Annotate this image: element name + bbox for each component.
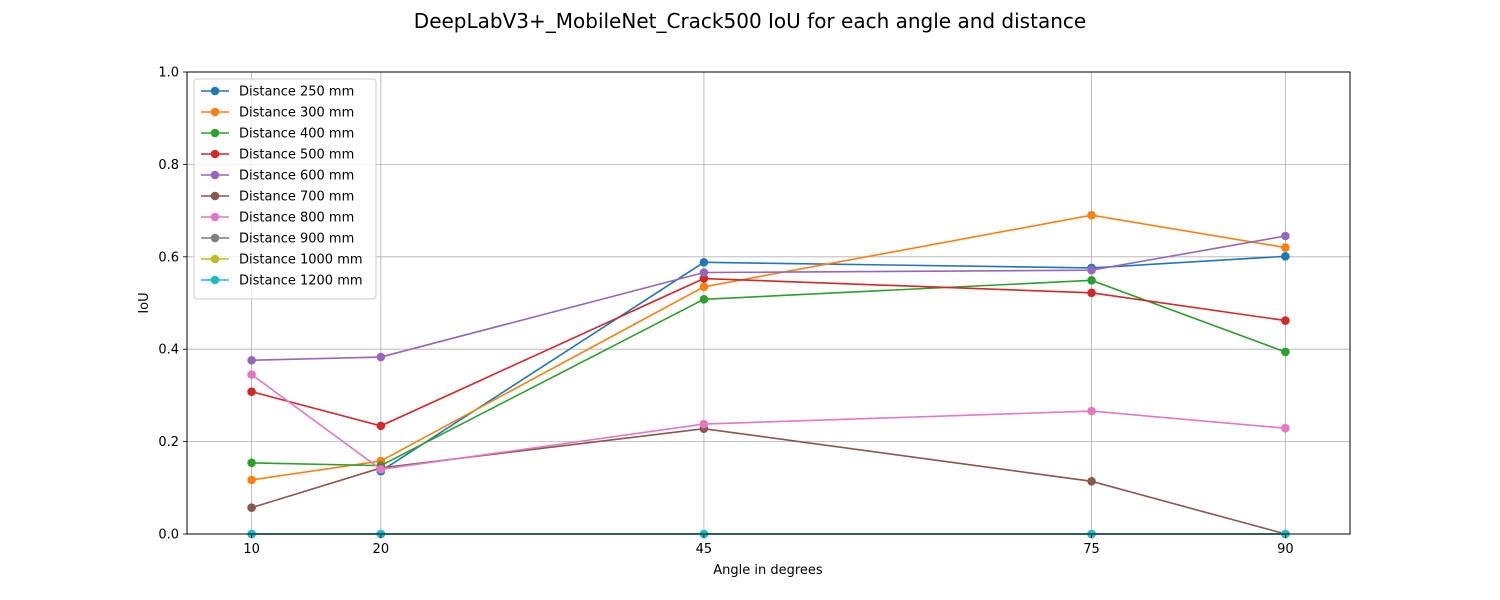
data-point xyxy=(1281,347,1290,357)
data-point xyxy=(699,282,709,292)
legend-item: Distance 700 mm xyxy=(201,190,354,205)
legend-item: Distance 1000 mm xyxy=(201,253,363,268)
x-axis-label: Angle in degrees xyxy=(713,563,823,578)
legend-item: Distance 900 mm xyxy=(201,232,354,247)
legend-label: Distance 300 mm xyxy=(239,106,354,121)
legend-marker xyxy=(210,128,220,138)
legend-item: Distance 300 mm xyxy=(201,106,354,121)
data-point xyxy=(247,458,256,468)
series-line xyxy=(251,427,1286,535)
legend-item: Distance 250 mm xyxy=(201,85,354,100)
y-tick-label: 0.8 xyxy=(158,158,179,173)
data-point xyxy=(699,274,709,283)
legend: Distance 250 mm Distance 300 mm Distance 4… xyxy=(193,78,377,300)
data-point xyxy=(1281,243,1290,252)
legend-label: Distance 500 mm xyxy=(239,148,354,163)
data-point xyxy=(1281,231,1290,241)
data-point xyxy=(1087,406,1096,416)
legend-box xyxy=(193,78,377,300)
y-tick-label: 1.0 xyxy=(158,66,179,81)
data-point xyxy=(699,258,709,267)
data-point xyxy=(247,503,256,512)
series-lines xyxy=(247,210,1290,539)
x-tick-label: 90 xyxy=(1277,542,1294,557)
x-tick-label: 20 xyxy=(373,542,390,557)
data-point xyxy=(1281,316,1290,325)
legend-item: Distance 400 mm xyxy=(201,127,354,142)
data-point xyxy=(1087,265,1096,275)
legend-item: Distance 800 mm xyxy=(201,211,354,226)
x-tick-label: 75 xyxy=(1083,542,1100,557)
legend-label: Distance 900 mm xyxy=(239,232,354,247)
series-distance-400-mm xyxy=(247,276,1290,470)
data-point xyxy=(247,355,256,365)
legend-marker xyxy=(210,107,220,117)
plot-frame xyxy=(186,71,1351,535)
data-point xyxy=(1281,252,1290,261)
legend-marker xyxy=(210,170,220,180)
data-point xyxy=(699,419,709,429)
legend-marker xyxy=(210,233,220,243)
series-distance-500-mm xyxy=(247,274,1290,431)
data-point xyxy=(1281,423,1290,433)
legend-label: Distance 800 mm xyxy=(239,211,354,226)
legend-label: Distance 1000 mm xyxy=(239,253,363,268)
legend-marker xyxy=(210,275,220,285)
legend-label: Distance 1200 mm xyxy=(239,274,363,289)
series-line xyxy=(380,255,1286,472)
legend-marker xyxy=(210,254,220,264)
y-tick-label: 0.2 xyxy=(158,435,179,450)
series-distance-800-mm xyxy=(247,370,1290,474)
data-point xyxy=(1087,288,1096,298)
legend-item: Distance 600 mm xyxy=(201,169,354,184)
data-point xyxy=(699,268,709,277)
data-point xyxy=(247,387,256,397)
y-tick-label: 0.4 xyxy=(158,343,179,358)
y-axis-label: IoU xyxy=(137,292,152,313)
legend-marker xyxy=(210,86,220,96)
x-axis-ticks: 10 20 45 75 90 xyxy=(243,534,1294,557)
data-point xyxy=(247,475,256,485)
x-tick-label: 45 xyxy=(696,542,713,557)
y-tick-label: 0.0 xyxy=(158,528,179,543)
legend-item: Distance 1200 mm xyxy=(201,274,363,289)
data-point xyxy=(376,352,386,362)
legend-marker xyxy=(210,191,220,201)
data-point xyxy=(699,295,709,304)
data-point xyxy=(376,465,386,474)
series-line xyxy=(251,277,1286,427)
legend-label: Distance 600 mm xyxy=(239,169,354,184)
y-tick-label: 0.6 xyxy=(158,250,179,265)
legend-label: Distance 700 mm xyxy=(239,190,354,205)
legend-item: Distance 500 mm xyxy=(201,148,354,163)
x-tick-label: 10 xyxy=(243,542,260,557)
data-point xyxy=(376,421,386,431)
legend-marker xyxy=(210,149,220,159)
y-axis-ticks: 0.0 0.2 0.4 0.6 0.8 1.0 xyxy=(158,66,187,543)
series-line xyxy=(251,214,1286,481)
data-point xyxy=(1087,210,1096,220)
series-distance-600-mm xyxy=(247,231,1290,365)
data-point xyxy=(247,370,256,379)
series-distance-300-mm xyxy=(247,210,1290,485)
legend-marker xyxy=(210,212,220,222)
data-point xyxy=(1087,276,1096,285)
legend-label: Distance 250 mm xyxy=(239,85,354,100)
chart-title: DeepLabV3+_MobileNet_Crack500 IoU for ea… xyxy=(414,9,1086,33)
legend-label: Distance 400 mm xyxy=(239,127,354,142)
data-point xyxy=(1087,477,1096,486)
